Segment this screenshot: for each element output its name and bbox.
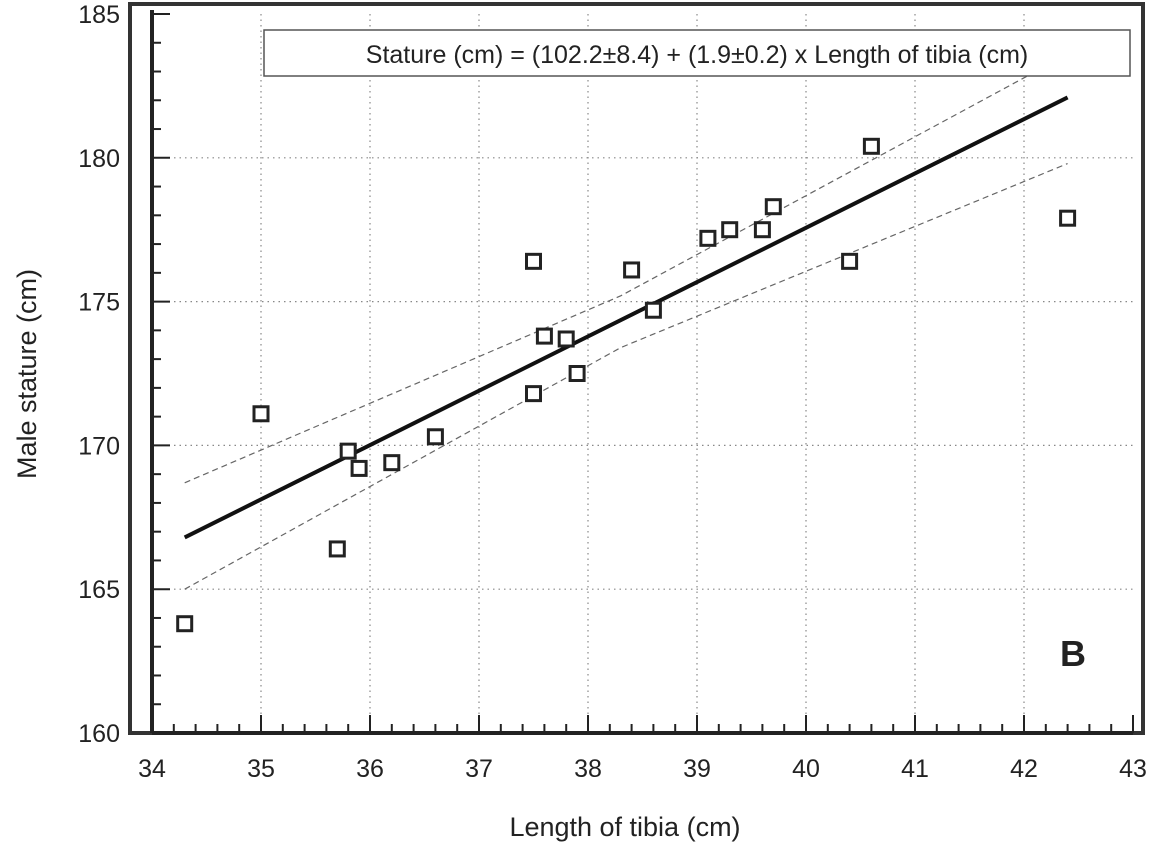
equation-annotation: Stature (cm) = (102.2±8.4) + (1.9±0.2) x… [366, 41, 1028, 69]
y-tick-label: 165 [78, 576, 120, 604]
regression-line-group [183, 95, 1069, 540]
x-tick-label: 41 [901, 755, 929, 783]
data-point [623, 261, 641, 279]
outer-frame [128, 2, 1145, 735]
data-point [339, 442, 357, 460]
data-point [535, 327, 553, 345]
data-point [557, 330, 575, 348]
data-point [699, 229, 717, 247]
data-point [841, 252, 859, 270]
data-point [328, 540, 346, 558]
data-points [176, 137, 1077, 633]
x-tick-label: 38 [574, 755, 602, 783]
data-point [525, 385, 542, 403]
data-point [525, 252, 542, 270]
panel-label: B [1060, 633, 1086, 674]
x-tick-label: 42 [1010, 755, 1038, 783]
confidence-band-upper [184, 53, 1068, 484]
confidence-bands [184, 53, 1068, 590]
axis-ticks [151, 13, 1134, 734]
data-point [350, 459, 368, 477]
x-tick-label: 43 [1119, 755, 1147, 783]
data-point [383, 454, 401, 472]
data-point [721, 221, 739, 239]
data-point [252, 405, 270, 423]
data-point [426, 428, 444, 446]
data-point [176, 615, 194, 633]
plot-frame [128, 2, 1145, 735]
x-tick-label: 39 [683, 755, 711, 783]
x-tick-label: 36 [356, 755, 384, 783]
y-tick-label: 180 [78, 145, 120, 173]
data-point [862, 137, 880, 155]
x-tick-label: 34 [138, 755, 166, 783]
y-tick-label: 175 [78, 289, 120, 317]
x-axis-label: Length of tibia (cm) [509, 812, 740, 842]
confidence-band-lower [184, 162, 1068, 590]
y-tick-label: 160 [78, 720, 120, 748]
data-point [568, 365, 586, 382]
y-axis-label: Male stature (cm) [12, 269, 42, 479]
x-tick-labels: 34 35 36 37 38 39 40 41 42 43 [138, 755, 1147, 783]
x-tick-label: 40 [792, 755, 820, 783]
regression-line [183, 95, 1069, 540]
grid-lines [152, 14, 1133, 733]
y-tick-label: 185 [78, 1, 120, 29]
x-tick-label: 37 [465, 755, 493, 783]
y-tick-label: 170 [78, 432, 120, 460]
x-tick-label: 35 [247, 755, 275, 783]
data-point [1059, 209, 1077, 227]
data-point [644, 301, 662, 319]
data-point [764, 198, 782, 216]
data-point [753, 221, 771, 239]
y-tick-labels: 160 165 170 175 180 185 [78, 1, 120, 748]
equation-box [263, 29, 1131, 77]
